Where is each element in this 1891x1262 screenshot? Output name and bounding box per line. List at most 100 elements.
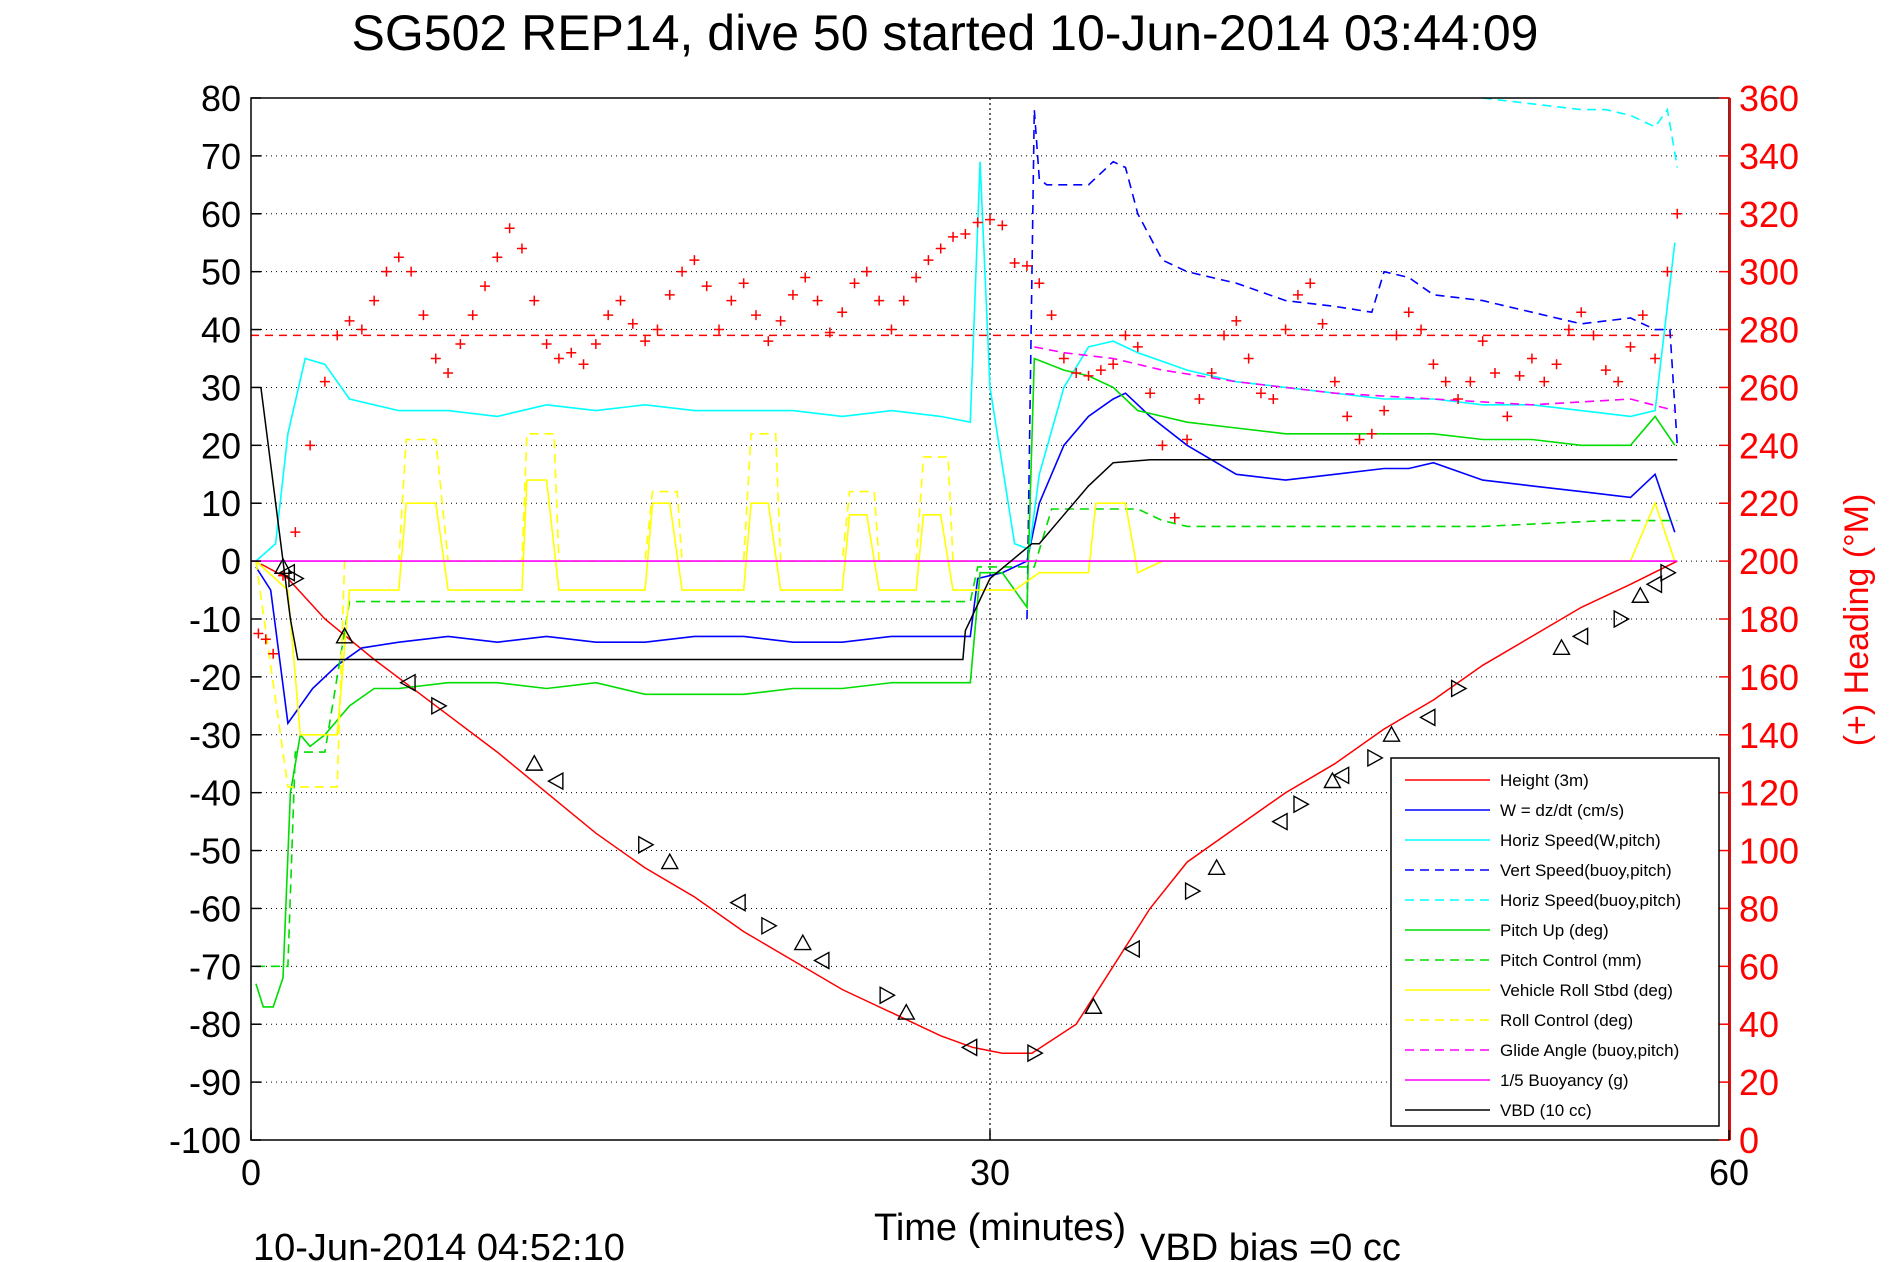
left-tick-label: 10 (201, 483, 241, 524)
series-line-3 (255, 161, 1676, 562)
left-tick-label: 20 (201, 425, 241, 466)
legend-label: Glide Angle (buoy,pitch) (1500, 1041, 1679, 1060)
heading-point (430, 353, 441, 364)
series-line-7 (255, 508, 1678, 968)
triangle-marker (1645, 575, 1663, 594)
triangle-marker (813, 951, 830, 970)
heading-point (603, 310, 614, 321)
heading-point (750, 310, 761, 321)
heading-point (1255, 388, 1266, 399)
right-tick-label: 280 (1739, 310, 1799, 351)
heading-point (290, 527, 301, 538)
right-axis-label: (+) Heading (°M) (1838, 494, 1876, 747)
heading-point (1083, 370, 1094, 381)
heading-point (1465, 376, 1476, 387)
series-line-1 (260, 560, 1678, 1054)
heading-point (726, 295, 737, 306)
series-line-10 (1034, 346, 1676, 412)
heading-point (1034, 278, 1045, 289)
x-tick-label: 60 (1709, 1152, 1749, 1193)
triangle-marker (273, 557, 293, 574)
heading-point (541, 339, 552, 350)
heading-point (874, 295, 885, 306)
heading-point (898, 295, 909, 306)
left-tick-label: -100 (169, 1120, 241, 1161)
x-axis-ticks: 0 30 60 (241, 1130, 1749, 1193)
right-tick-label: 300 (1739, 252, 1799, 293)
triangle-marker (638, 835, 655, 854)
heading-point (1169, 512, 1180, 523)
left-tick-label: -30 (189, 715, 241, 756)
heading-point (1009, 257, 1020, 268)
heading-point (418, 310, 429, 321)
legend: Height (3m) W = dz/dt (cm/s) Horiz Speed(W… (1390, 757, 1720, 1127)
heading-point (529, 295, 540, 306)
triangle-marker (1332, 766, 1350, 785)
series-line-9 (255, 432, 971, 788)
left-tick-label: 70 (201, 136, 241, 177)
heading-point (1366, 428, 1377, 439)
heading-point (467, 310, 478, 321)
legend-label: Pitch Up (deg) (1500, 921, 1609, 940)
triangle-marker (1293, 795, 1310, 814)
series-line-4 (1026, 109, 1679, 620)
right-tick-label: 20 (1739, 1062, 1779, 1103)
heading-point (1046, 310, 1057, 321)
heading-point (677, 266, 688, 277)
heading-point (1058, 353, 1069, 364)
heading-point (985, 214, 995, 225)
left-tick-label: -50 (189, 831, 241, 872)
heading-point (1206, 367, 1217, 378)
heading-point (1526, 353, 1537, 364)
heading-point (406, 266, 417, 277)
footer-timestamp: 10-Jun-2014 04:52:10 (253, 1227, 625, 1262)
triangle-marker (879, 986, 896, 1005)
heading-point (1672, 208, 1683, 219)
left-tick-label: 80 (201, 78, 241, 119)
triangle-marker (1613, 609, 1631, 629)
triangle-marker (1207, 858, 1226, 876)
heading-point (861, 266, 872, 277)
heading-point (566, 347, 577, 358)
triangle-marker (1571, 627, 1589, 646)
heading-point (1514, 370, 1525, 381)
heading-point (1613, 376, 1624, 387)
heading-point (1600, 365, 1611, 376)
triangle-marker (335, 626, 354, 644)
heading-point (1588, 330, 1599, 341)
triangle-marker (1552, 638, 1571, 656)
left-tick-label: 30 (201, 367, 241, 408)
series-line-8 (255, 479, 1676, 736)
heading-point (1145, 388, 1156, 399)
left-tick-label: 50 (201, 252, 241, 293)
heading-point (763, 336, 774, 347)
triangle-marker (729, 893, 746, 912)
heading-point (997, 220, 1008, 231)
heading-point (504, 223, 515, 234)
heading-point (553, 353, 564, 364)
right-tick-label: 340 (1739, 136, 1799, 177)
heading-point (1551, 359, 1562, 370)
heading-point (1317, 318, 1328, 329)
heading-point (1243, 353, 1254, 364)
left-tick-label: 40 (201, 310, 241, 351)
heading-point (356, 324, 367, 335)
legend-label: Vert Speed(buoy,pitch) (1500, 861, 1672, 880)
heading-point (1379, 405, 1390, 416)
heading-point (1502, 411, 1513, 422)
triangle-marker (1419, 708, 1436, 727)
heading-point (689, 255, 700, 266)
heading-point (1662, 266, 1673, 277)
heading-point (1539, 376, 1550, 387)
legend-label: 1/5 Buoyancy (g) (1500, 1071, 1629, 1090)
heading-point (492, 252, 503, 263)
heading-point (800, 272, 811, 283)
heading-point (849, 278, 860, 289)
heading-point (837, 307, 848, 318)
x-tick-label: 30 (970, 1152, 1010, 1193)
heading-point (1095, 365, 1106, 376)
legend-label: Horiz Speed(W,pitch) (1500, 831, 1661, 850)
heading-point (701, 281, 712, 292)
heading-point (344, 315, 355, 326)
